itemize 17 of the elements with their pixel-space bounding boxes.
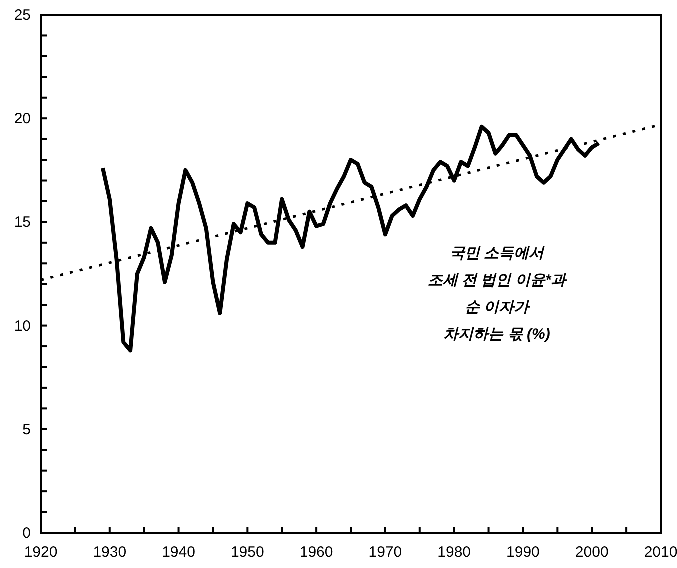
x-tick-label: 1950 bbox=[230, 544, 264, 561]
x-tick-label: 1990 bbox=[506, 544, 540, 561]
x-tick-label: 2000 bbox=[575, 544, 609, 561]
x-tick-label: 1940 bbox=[162, 544, 196, 561]
y-tick-label: 25 bbox=[14, 7, 31, 24]
annotation: 국민 소득에서 조세 전 법인 이윤*과 순 이자가 차지하는 몫 (%) bbox=[428, 245, 568, 343]
x-tick-label: 1930 bbox=[93, 544, 127, 561]
x-tick-label: 1980 bbox=[438, 544, 472, 561]
x-tick-label: 1920 bbox=[24, 544, 58, 561]
y-tick-label: 5 bbox=[22, 421, 31, 438]
y-tick-label: 10 bbox=[14, 318, 31, 335]
x-tick-label: 1970 bbox=[368, 544, 402, 561]
y-tick-label: 20 bbox=[14, 110, 31, 128]
y-tick-label: 0 bbox=[22, 525, 31, 542]
x-tick-label: 2010 bbox=[644, 544, 677, 561]
x-tick-label: 1960 bbox=[300, 544, 334, 561]
y-tick-label: 15 bbox=[14, 214, 31, 232]
